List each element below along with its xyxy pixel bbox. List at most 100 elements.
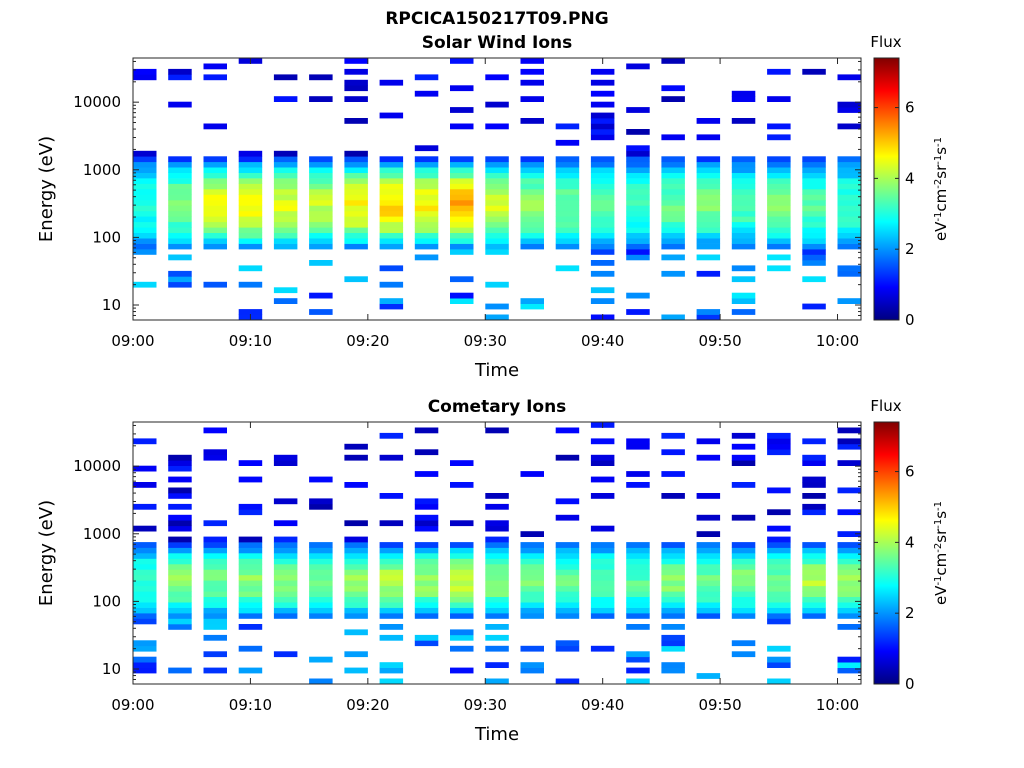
heatmap-cell (767, 199, 791, 206)
heatmap-cell (661, 640, 685, 647)
colorbar-unit-label: eV-1cm-2sr-1s-1 (932, 137, 950, 241)
heatmap-cell (837, 243, 861, 250)
heatmap-cell (696, 569, 721, 576)
heatmap-cell (273, 558, 298, 565)
heatmap-cell (837, 553, 861, 559)
heatmap-cell (696, 156, 721, 163)
heatmap-cell (485, 74, 509, 81)
heatmap-cell (590, 210, 615, 217)
heatmap-cell (414, 167, 439, 173)
heatmap-cell (309, 476, 333, 483)
heatmap-cell (731, 156, 756, 163)
heatmap-cell (590, 238, 615, 244)
heatmap-cell (168, 569, 192, 576)
heatmap-cell (238, 569, 263, 576)
heatmap-cell (731, 189, 756, 195)
heatmap-cell (520, 569, 544, 576)
heatmap-cell (450, 574, 474, 581)
heatmap-cell (238, 199, 263, 206)
heatmap-cell (696, 585, 721, 592)
heatmap-cell (837, 443, 861, 450)
heatmap-cell (168, 503, 192, 510)
heatmap-cell (555, 553, 580, 559)
heatmap-cell (590, 270, 615, 277)
heatmap-cell (520, 210, 544, 217)
heatmap-cell (520, 194, 544, 201)
heatmap-cell (767, 156, 791, 163)
heatmap-cell (485, 183, 509, 190)
heatmap-cell (661, 85, 685, 92)
heatmap-cell (309, 161, 333, 168)
x-tick-label: 09:20 (346, 332, 389, 350)
heatmap-cell (273, 194, 298, 201)
heatmap-cell (238, 183, 263, 190)
heatmap-cell (802, 547, 826, 554)
heatmap-cell (485, 525, 509, 532)
heatmap-cell (309, 178, 333, 184)
heatmap-cell (379, 667, 404, 674)
heatmap-cell (626, 585, 650, 592)
heatmap-cell (238, 585, 263, 592)
heatmap-cell (273, 287, 298, 294)
heatmap-cell (273, 243, 298, 250)
heatmap-cell (450, 602, 474, 608)
heatmap-cell (485, 194, 509, 201)
heatmap-cell (696, 673, 721, 679)
heatmap-cell (661, 547, 685, 554)
heatmap-cell (767, 487, 791, 494)
heatmap-cell (555, 514, 580, 521)
heatmap-cell (590, 156, 615, 163)
heatmap-cell (767, 580, 791, 587)
heatmap-cell (661, 558, 685, 565)
heatmap-cell (133, 183, 157, 190)
heatmap-cell (626, 596, 650, 603)
heatmap-cell (379, 194, 404, 201)
heatmap-cell (520, 563, 544, 570)
heatmap-cell (590, 574, 615, 581)
heatmap-cell (379, 265, 404, 272)
heatmap-cell (133, 216, 157, 223)
heatmap-cell (731, 454, 756, 461)
heatmap-cell (238, 574, 263, 581)
heatmap-cell (203, 520, 227, 527)
heatmap-cell (309, 96, 333, 102)
heatmap-cell (485, 227, 509, 233)
heatmap-cell (238, 542, 263, 548)
y-tick-label: 10 (102, 296, 121, 314)
heatmap-cell (273, 602, 298, 608)
heatmap-cell (379, 199, 404, 206)
heatmap-cell (133, 178, 157, 184)
heatmap-cell (379, 189, 404, 195)
heatmap-cell (485, 101, 509, 108)
heatmap-cell (203, 189, 227, 195)
heatmap-cell (802, 460, 826, 466)
heatmap-cell (450, 645, 474, 652)
heatmap-cell (837, 591, 861, 597)
heatmap-cell (379, 591, 404, 597)
heatmap-cell (802, 482, 826, 488)
heatmap-cell (626, 613, 650, 619)
heatmap-cell (203, 123, 227, 130)
heatmap-cell (767, 210, 791, 217)
heatmap-cell (696, 194, 721, 201)
heatmap-cell (626, 656, 650, 663)
heatmap-cell (168, 189, 192, 195)
heatmap-cell (731, 227, 756, 233)
heatmap-cell (450, 667, 474, 674)
heatmap-cell (731, 167, 756, 173)
heatmap-cell (590, 553, 615, 559)
heatmap-cell (344, 85, 368, 92)
heatmap-cell (802, 249, 826, 255)
heatmap-cell (661, 314, 685, 321)
colorbar-tick-label: 4 (905, 533, 915, 551)
heatmap-cell (520, 645, 544, 652)
heatmap-cell (837, 624, 861, 630)
heatmap-cell (696, 514, 721, 521)
heatmap-cell (168, 74, 192, 81)
heatmap-cell (414, 580, 439, 587)
heatmap-cell (661, 542, 685, 548)
heatmap-cell (203, 172, 227, 179)
heatmap-cell (309, 547, 333, 554)
heatmap-cell (450, 276, 474, 283)
heatmap-cell (203, 624, 227, 630)
